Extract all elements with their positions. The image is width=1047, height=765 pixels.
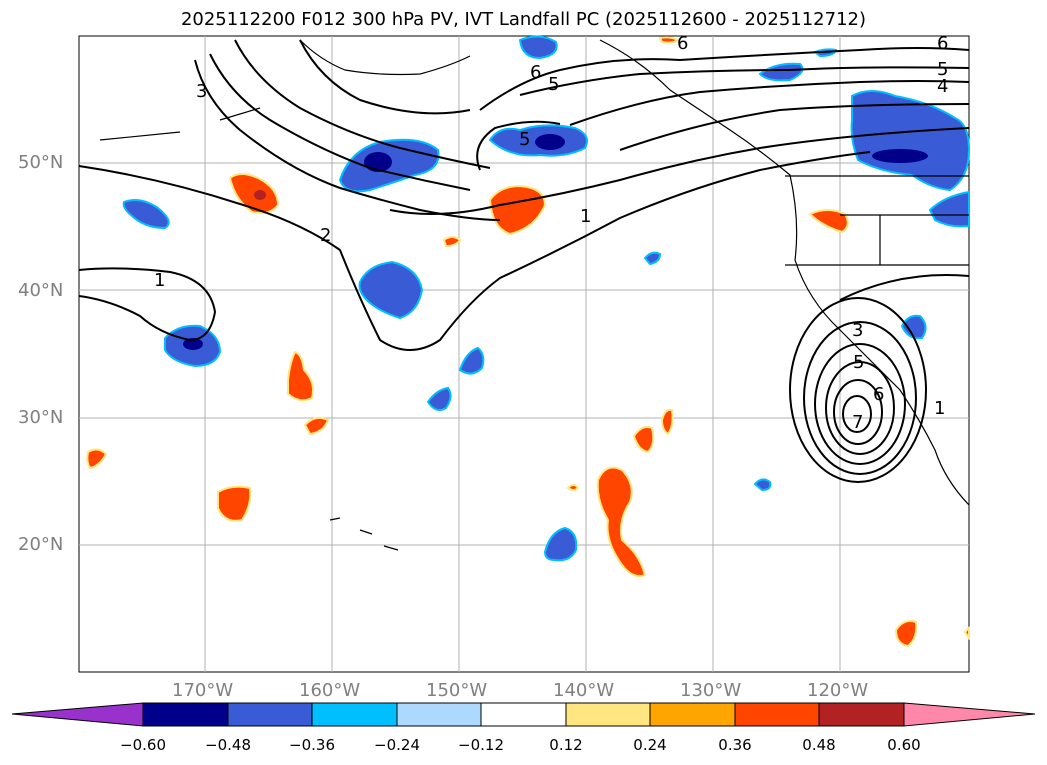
lon-label: 130°W <box>680 680 742 701</box>
lat-label: 30°N <box>18 407 64 428</box>
lat-label: 40°N <box>18 280 64 301</box>
contour-label: 3 <box>852 320 863 341</box>
colorbar-bin <box>480 702 567 727</box>
colorbar-tick: −0.36 <box>289 736 335 754</box>
colorbar-extend-high <box>903 702 1036 727</box>
ivt-contours <box>78 39 970 483</box>
plot-title: 2025112200 F012 300 hPa PV, IVT Landfall… <box>180 9 867 30</box>
contour-label: 7 <box>852 412 863 433</box>
contour-label: 5 <box>548 74 559 95</box>
colorbar-tick: −0.48 <box>205 736 251 754</box>
colorbar-extend-low <box>11 702 144 727</box>
contour-label: 3 <box>196 81 207 102</box>
contour-label: 6 <box>937 33 948 54</box>
lon-label: 170°W <box>172 680 234 701</box>
positive-pv-anomalies <box>86 36 970 648</box>
lon-label: 120°W <box>807 680 869 701</box>
contour-label: 6 <box>873 384 884 405</box>
colorbar-bin <box>227 702 313 727</box>
colorbar-bin <box>396 702 482 727</box>
contour-label: 1 <box>934 398 945 419</box>
colorbar-bin <box>142 702 229 727</box>
coastlines <box>99 39 970 551</box>
colorbar-bin <box>649 702 736 727</box>
map-frame <box>78 35 970 673</box>
contour-label: 5 <box>937 59 948 80</box>
lon-label: 150°W <box>426 680 488 701</box>
contour-label: 4 <box>937 76 948 97</box>
contour-label-group: 3 2 1 6 5 5 1 6 6 5 4 3 5 7 6 1 <box>154 33 948 433</box>
colorbar-tick: −0.60 <box>120 736 166 754</box>
contour-label: 2 <box>320 225 331 246</box>
colorbar-tick: 0.60 <box>887 736 921 754</box>
lon-label: 160°W <box>299 680 361 701</box>
contour-label: 6 <box>530 62 541 83</box>
contour-label: 6 <box>677 33 688 54</box>
colorbar-bin <box>818 702 905 727</box>
colorbar-tick: −0.24 <box>374 736 420 754</box>
lat-label: 50°N <box>18 152 64 173</box>
contour-label: 1 <box>580 206 591 227</box>
contour-label: 1 <box>154 270 165 291</box>
colorbar-tick: 0.12 <box>549 736 583 754</box>
colorbar-bin <box>565 702 651 727</box>
colorbar-tick: 0.24 <box>633 736 667 754</box>
lon-label: 140°W <box>553 680 615 701</box>
colorbar-bin <box>734 702 820 727</box>
lat-label: 20°N <box>18 534 64 555</box>
gridlines <box>79 36 969 672</box>
contour-label: 5 <box>519 129 530 150</box>
colorbar-tick: 0.48 <box>802 736 836 754</box>
colorbar <box>11 702 1036 727</box>
colorbar-tick: −0.12 <box>458 736 504 754</box>
colorbar-tick: 0.36 <box>718 736 752 754</box>
negative-pv-anomalies <box>122 35 971 562</box>
contour-label: 5 <box>853 352 864 373</box>
colorbar-bin <box>311 702 398 727</box>
